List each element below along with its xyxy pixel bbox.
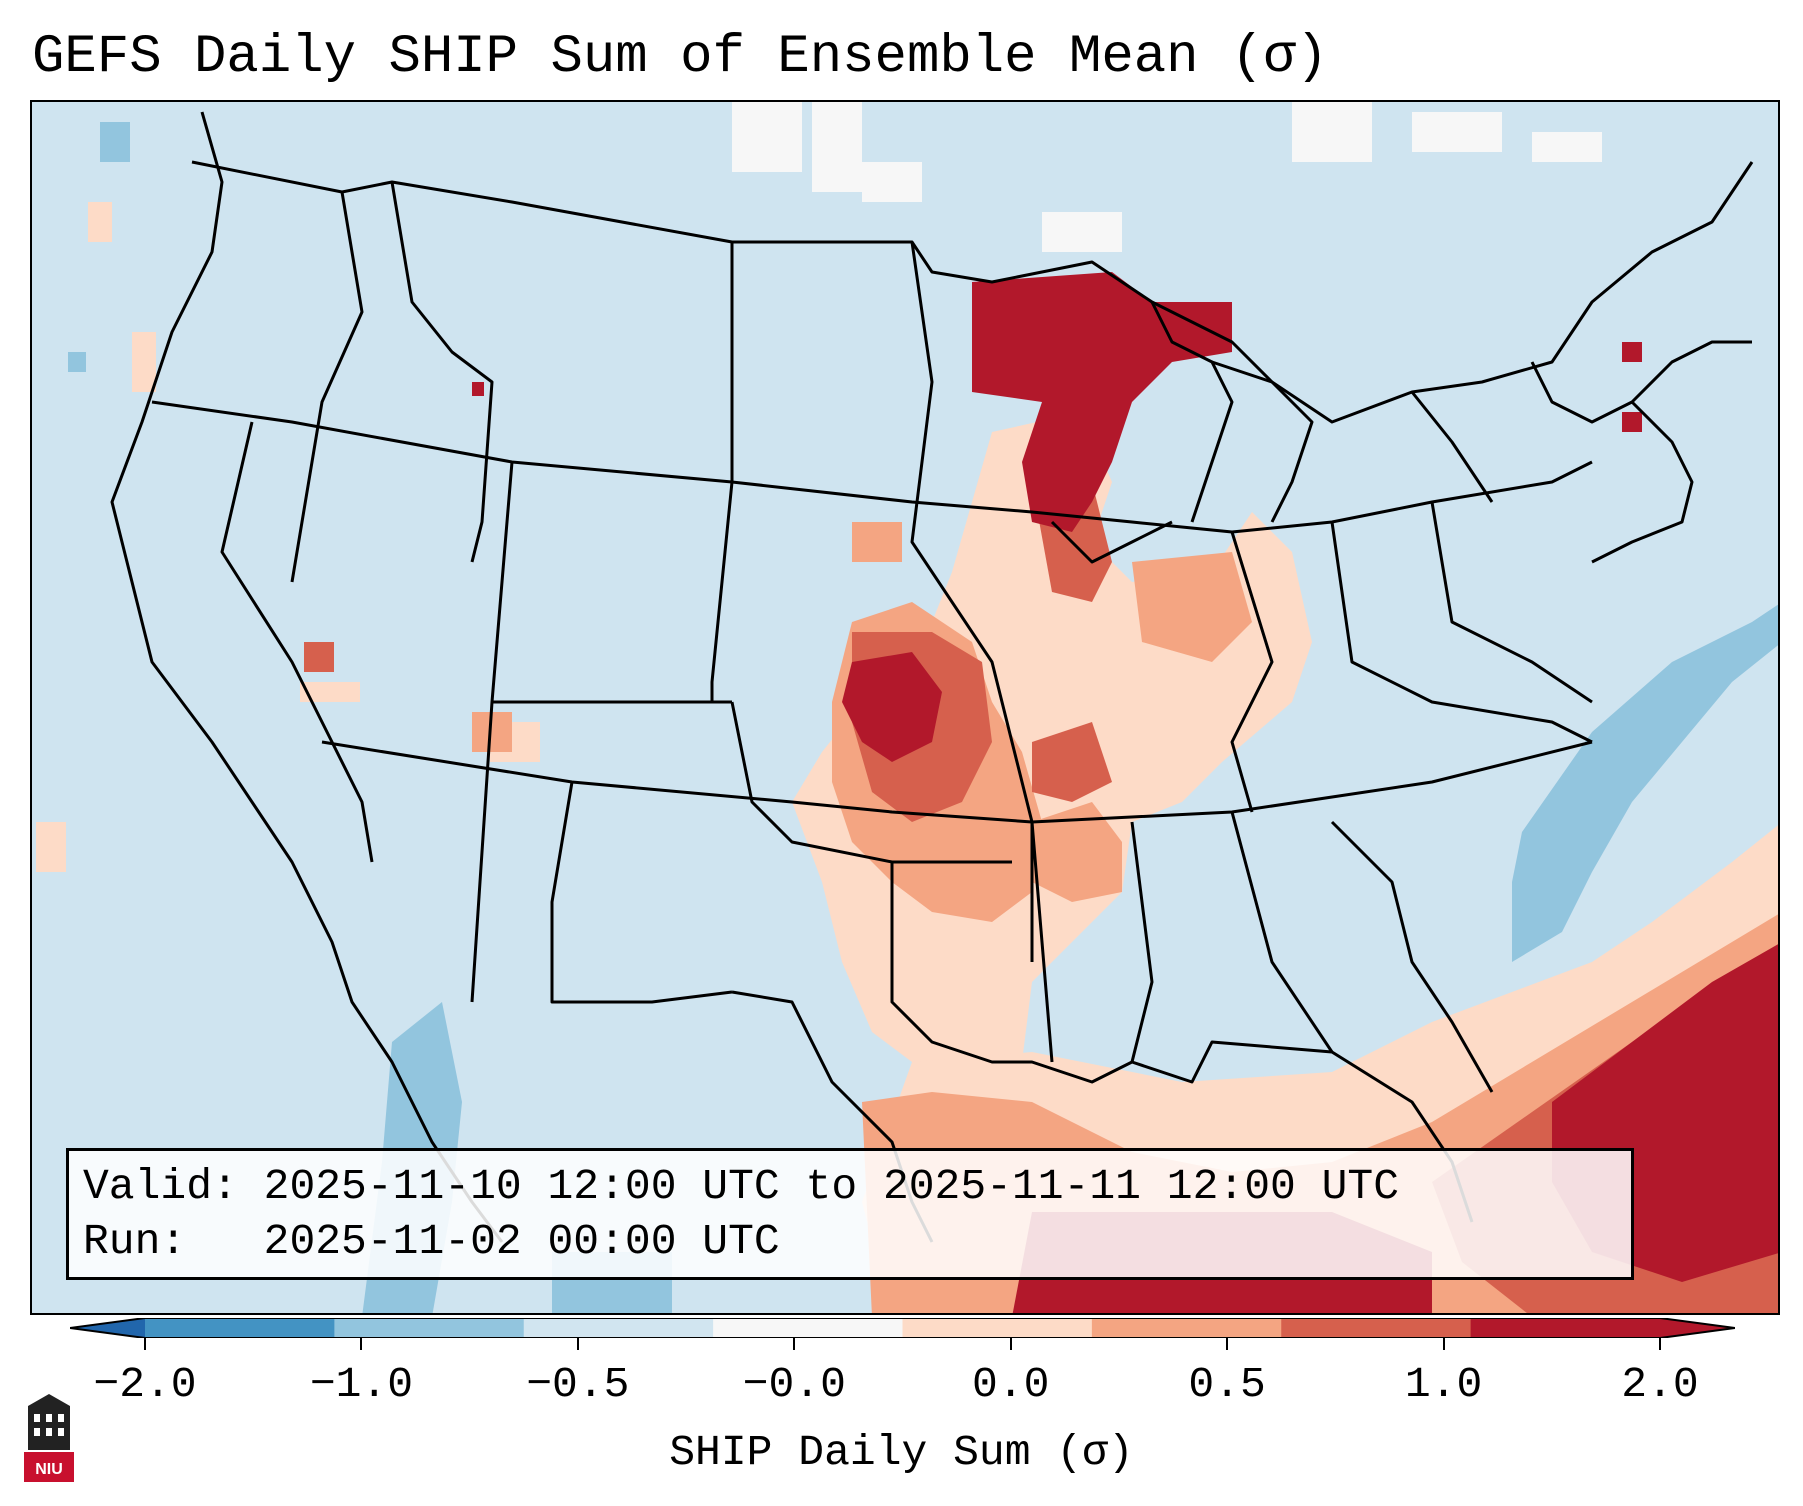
colorbar-tick-mark <box>144 1338 146 1350</box>
colorbar-tick-mark <box>793 1338 796 1350</box>
colorbar-tick-label: −0.5 <box>526 1360 630 1409</box>
colorbar-segment <box>1091 1318 1282 1338</box>
colorbar-segments <box>70 1318 1735 1338</box>
colorbar-tick-mark <box>1226 1338 1229 1350</box>
colorbar-segment <box>1281 1318 1472 1338</box>
colorbar-segment <box>1470 1318 1661 1338</box>
shaded-field-map <box>32 102 1778 1313</box>
run-label: Run: <box>83 1217 238 1266</box>
run-line: Run: 2025-11-02 00:00 UTC <box>83 1214 1617 1269</box>
colorbar-tick-mark <box>576 1338 579 1350</box>
colorbar-segment <box>523 1318 714 1338</box>
colorbar-segment <box>902 1318 1093 1338</box>
colorbar-tick-label: 0.0 <box>971 1360 1050 1409</box>
colorbar-tick-label: −1.0 <box>309 1360 414 1409</box>
colorbar-tick-label: −0.0 <box>742 1360 846 1409</box>
map-panel <box>30 100 1780 1315</box>
colorbar-tick-mark <box>1009 1338 1012 1350</box>
map-title: GEFS Daily SHIP Sum of Ensemble Mean (σ) <box>32 27 1329 88</box>
validity-info-box: Valid: 2025-11-10 12:00 UTC to 2025-11-1… <box>66 1148 1634 1280</box>
valid-line: Valid: 2025-11-10 12:00 UTC to 2025-11-1… <box>83 1159 1617 1214</box>
near-zero-patches <box>732 102 1602 252</box>
colorbar-label: SHIP Daily Sum (σ) <box>669 1428 1134 1477</box>
colorbar-tick-label: 2.0 <box>1621 1360 1699 1409</box>
colorbar-tick-mark <box>1442 1338 1445 1350</box>
colorbar-tick-label: 1.0 <box>1404 1360 1483 1409</box>
run-value: 2025-11-02 00:00 UTC <box>263 1217 780 1266</box>
colorbar-segment <box>334 1318 525 1338</box>
colorbar-segment <box>145 1318 335 1338</box>
colorbar-segment <box>713 1318 903 1338</box>
valid-value: 2025-11-10 12:00 UTC to 2025-11-11 12:00… <box>263 1162 1400 1211</box>
colorbar-tick-label: −2.0 <box>93 1360 197 1409</box>
colorbar-tick-mark <box>1659 1338 1661 1350</box>
valid-label: Valid: <box>83 1162 238 1211</box>
boundary-lines <box>110 111 1754 1243</box>
niu-logo: NIU <box>24 1394 74 1482</box>
colorbar-extend-low <box>70 1318 145 1338</box>
colorbar-tick-mark <box>360 1338 363 1350</box>
colorbar-extend-high <box>1660 1318 1735 1338</box>
logo-text: NIU <box>35 1461 63 1478</box>
colorbar-tick-label: 0.5 <box>1188 1360 1266 1409</box>
colorbar <box>70 1318 1735 1338</box>
